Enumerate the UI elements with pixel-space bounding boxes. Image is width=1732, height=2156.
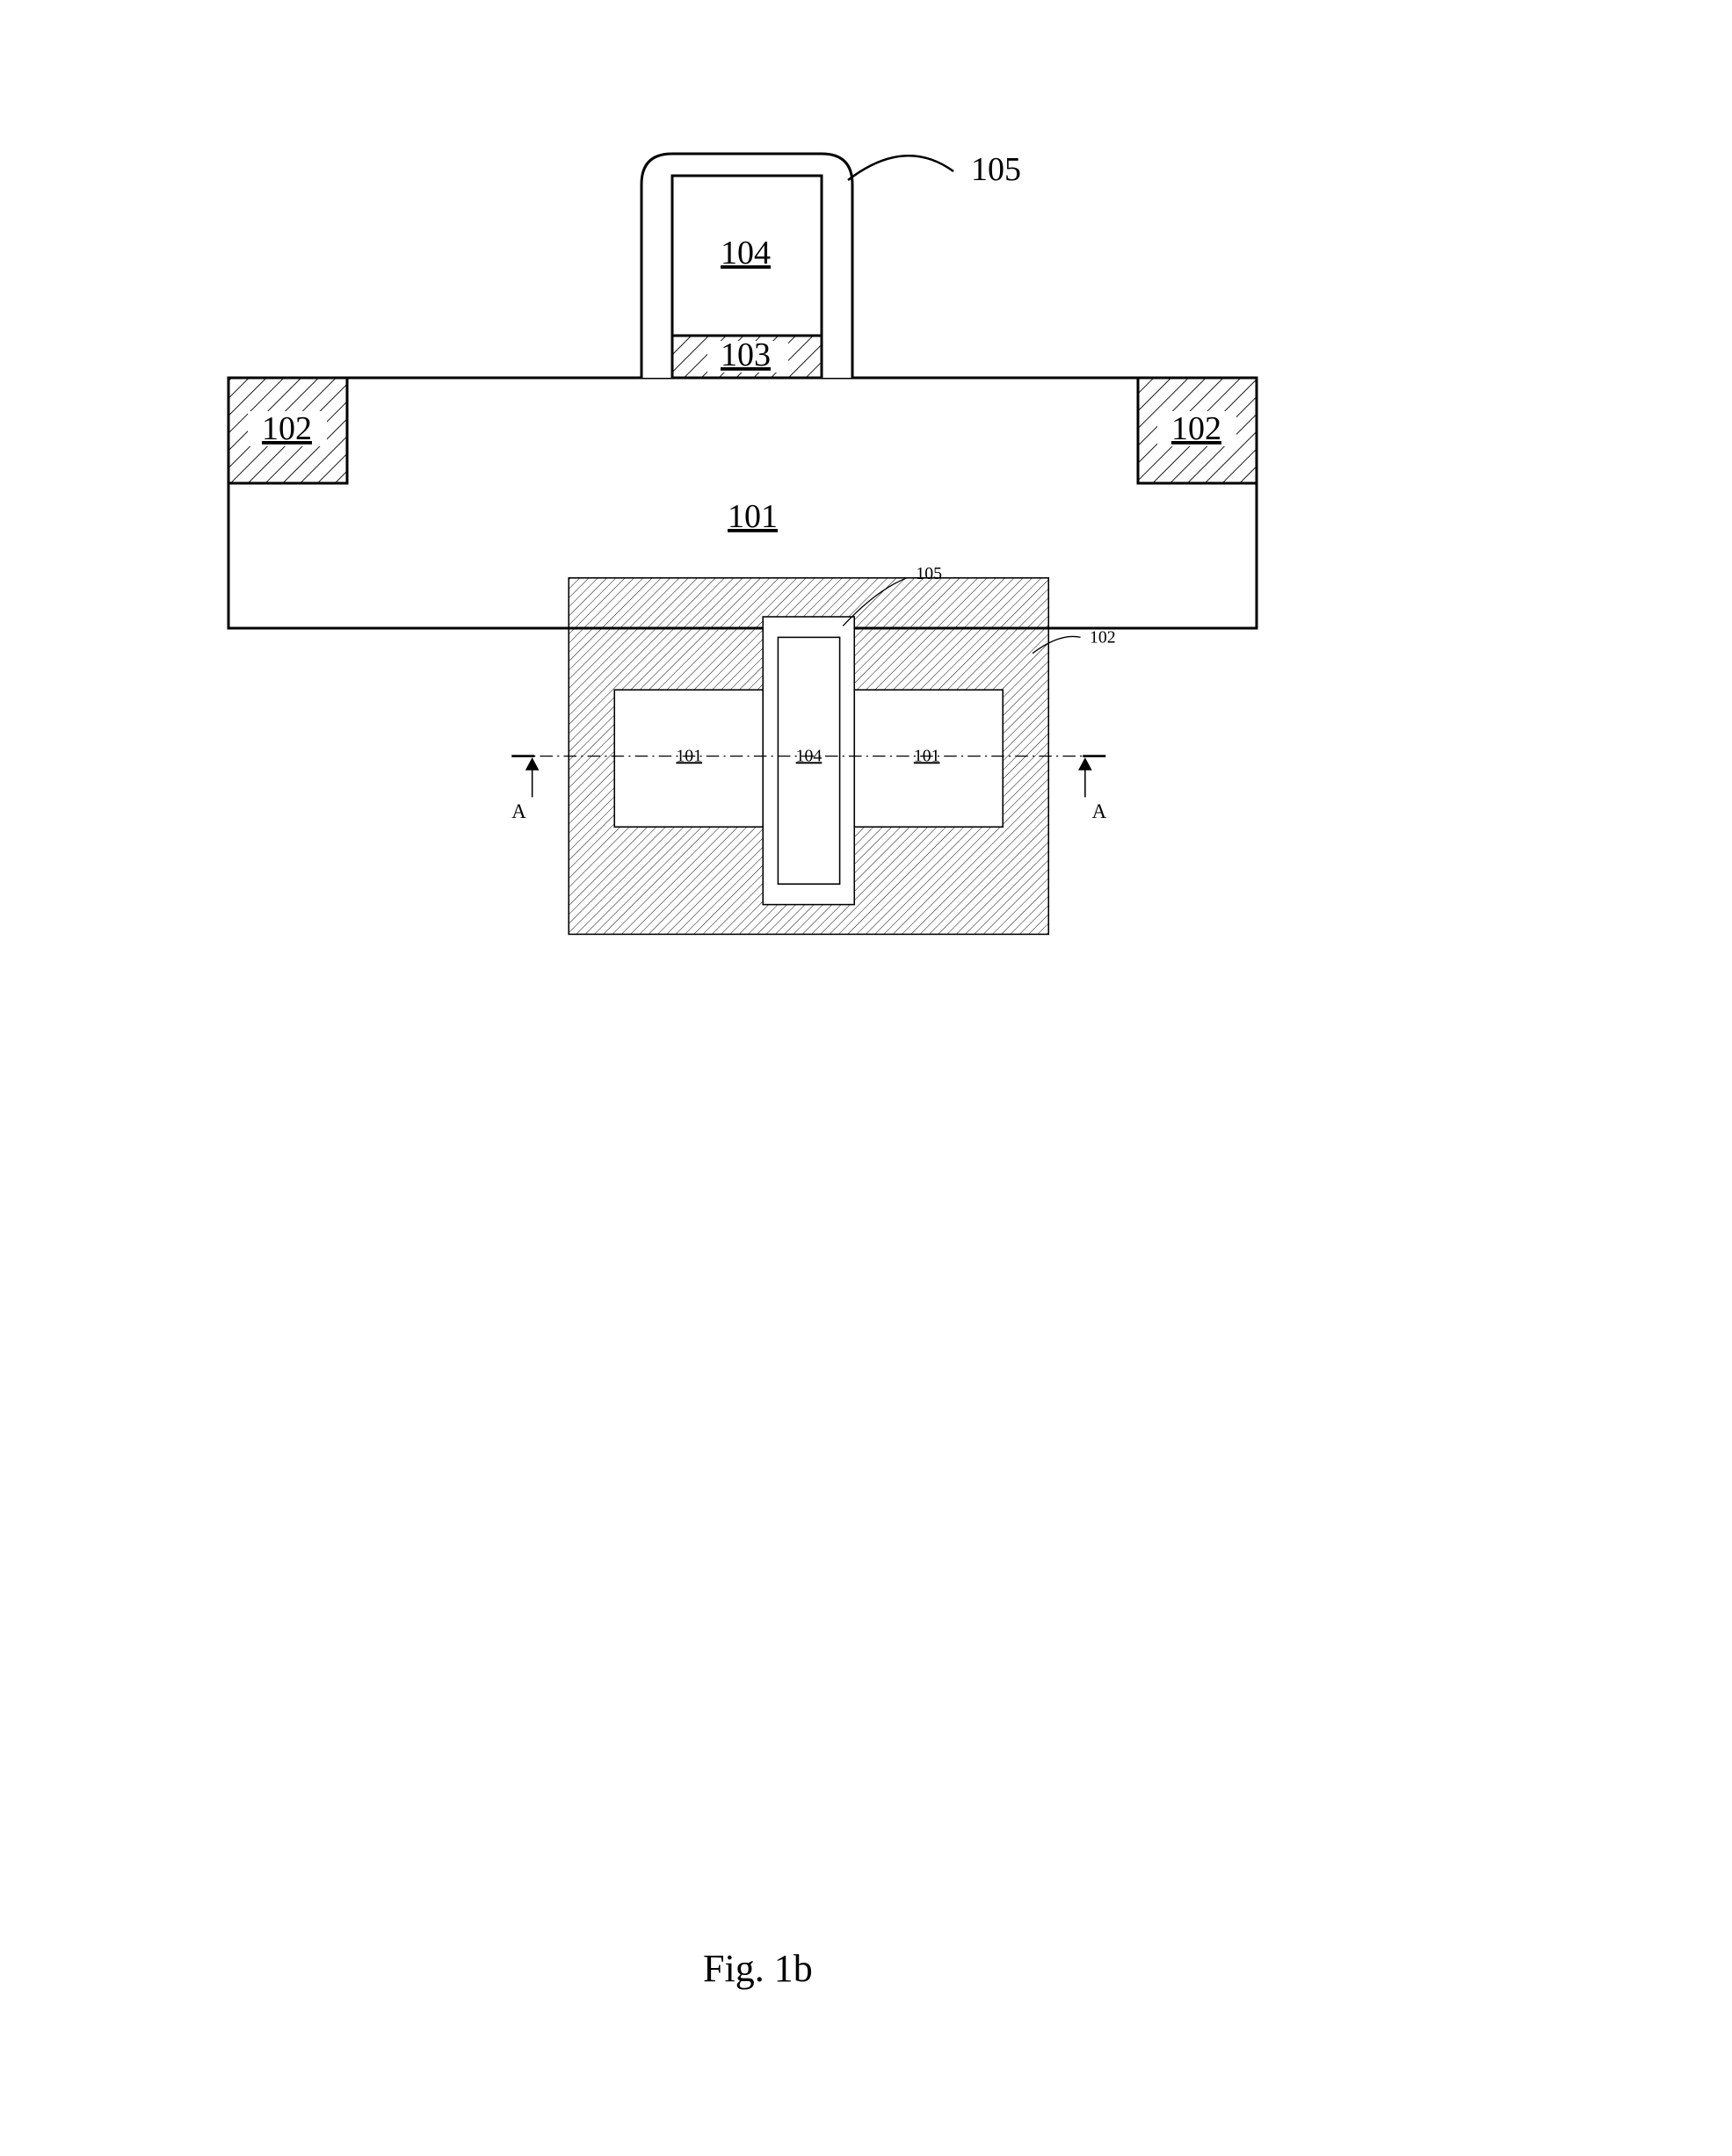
label-105-plan: 105 [916,564,942,583]
section-marker-left: A [511,756,539,822]
svg-text:A: A [511,800,526,822]
svg-text:A: A [1092,800,1107,822]
caption-fig-1b: Fig. 1b [703,1946,813,1991]
label-102-plan: 102 [1090,628,1116,648]
figure-1b: 101 104 101 A A 105 102 [0,0,1732,1142]
section-marker-right: A [1078,756,1107,822]
